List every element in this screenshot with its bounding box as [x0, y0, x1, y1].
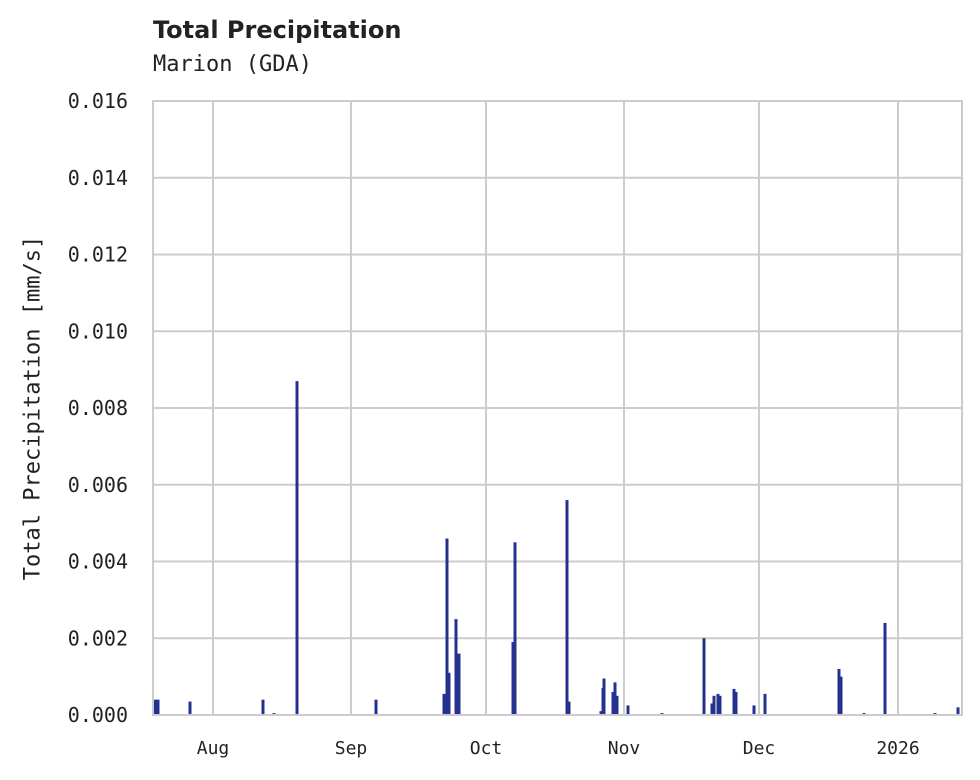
precipitation-bar	[752, 705, 756, 715]
precipitation-bar	[567, 701, 571, 715]
y-tick-label: 0.008	[68, 396, 128, 420]
x-tick-label: Sep	[335, 738, 368, 759]
precipitation-bar	[599, 711, 603, 715]
x-tick-label: Dec	[743, 738, 776, 759]
x-tick-label: Aug	[197, 738, 230, 759]
precipitation-bar	[615, 695, 619, 715]
y-axis-ticks: 0.000 0.002 0.004 0.006 0.008 0.010 0.012 0.014…	[68, 89, 128, 727]
precipitation-bar	[511, 642, 515, 715]
precipitation-bar	[839, 676, 843, 715]
precipitation-bar	[611, 691, 615, 715]
y-tick-label: 0.014	[68, 166, 128, 190]
precipitation-bar	[883, 622, 887, 715]
precipitation-bar	[613, 682, 617, 715]
precipitation-bar	[442, 693, 446, 715]
precipitation-bar	[956, 707, 960, 715]
precipitation-bar	[565, 500, 569, 715]
precipitation-bar	[734, 691, 738, 715]
chart-title: Total Precipitation	[153, 16, 402, 44]
y-tick-label: 0.000	[68, 703, 128, 727]
precipitation-bar	[718, 695, 722, 715]
precipitation-bar	[454, 619, 458, 715]
precipitation-bar	[763, 693, 767, 715]
precipitation-bar	[261, 699, 265, 715]
x-tick-label: Nov	[608, 738, 641, 759]
precipitation-bars	[153, 381, 960, 715]
x-tick-label: 2026	[876, 738, 919, 759]
y-tick-label: 0.006	[68, 473, 128, 497]
chart-subtitle: Marion (GDA)	[153, 52, 312, 77]
precipitation-bar	[626, 705, 630, 715]
precipitation-bar	[837, 668, 841, 715]
precipitation-bar	[447, 672, 451, 715]
y-tick-label: 0.002	[68, 626, 128, 650]
precipitation-bar	[513, 542, 517, 715]
y-tick-label: 0.012	[68, 243, 128, 267]
precipitation-bar	[374, 699, 378, 715]
precipitation-bar	[710, 703, 714, 715]
precipitation-bar	[602, 678, 606, 715]
precipitation-bar	[457, 653, 461, 715]
precipitation-bar	[445, 538, 449, 715]
y-tick-label: 0.004	[68, 550, 128, 574]
precipitation-bar	[156, 699, 160, 715]
precipitation-bar	[732, 688, 736, 715]
precipitation-bar	[295, 381, 299, 715]
precipitation-bar	[712, 695, 716, 715]
precipitation-bar	[716, 693, 720, 715]
precipitation-bar	[702, 638, 706, 715]
y-tick-label: 0.010	[68, 319, 128, 343]
grid-lines	[153, 100, 962, 716]
plot-frame	[152, 100, 963, 716]
precipitation-bar	[188, 701, 192, 715]
precipitation-bar	[153, 699, 157, 715]
x-tick-label: Oct	[470, 738, 503, 759]
x-axis-ticks: Aug Sep Oct Nov Dec 2026	[197, 738, 920, 759]
y-tick-label: 0.016	[68, 89, 128, 113]
